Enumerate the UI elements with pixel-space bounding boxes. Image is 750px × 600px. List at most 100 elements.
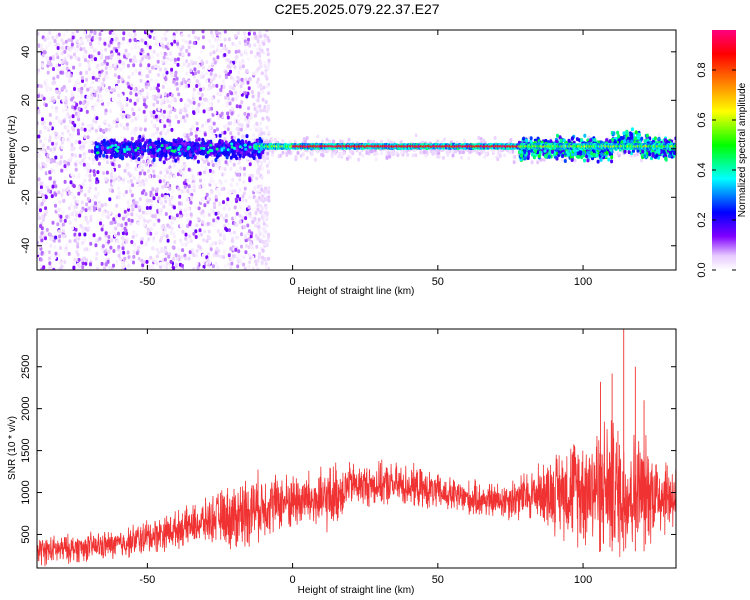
heatmap-cell <box>209 247 213 252</box>
heatmap-cell <box>100 261 104 266</box>
heatmap-cell <box>214 194 218 199</box>
heatmap-cell <box>37 251 40 255</box>
heatmap-cell <box>85 173 89 177</box>
heatmap-cell <box>94 155 98 159</box>
heatmap-cell <box>37 70 40 75</box>
heatmap-cell <box>152 86 156 90</box>
heatmap-cell <box>208 236 212 241</box>
heatmap-cell <box>214 211 218 216</box>
heatmap-cell <box>281 150 285 155</box>
heatmap-cell <box>148 218 152 223</box>
heatmap-cell <box>139 78 143 83</box>
heatmap-cell <box>83 30 86 35</box>
heatmap-cell <box>246 80 250 85</box>
heatmap-cell <box>164 96 168 101</box>
heatmap-cell <box>116 101 119 105</box>
heatmap-cell <box>43 136 47 141</box>
heatmap-cell <box>237 49 241 54</box>
heatmap-cell <box>234 96 238 101</box>
heatmap-cell <box>185 113 189 118</box>
heatmap-cell <box>129 58 133 63</box>
heatmap-cell <box>52 76 56 81</box>
heatmap-cell <box>126 126 129 131</box>
heatmap-cell <box>93 30 97 35</box>
heatmap-cell <box>61 210 65 215</box>
heatmap-cell <box>94 102 97 107</box>
heatmap-cell <box>135 141 139 146</box>
heatmap-cell <box>69 55 73 60</box>
heatmap-cell <box>186 218 190 223</box>
heatmap-cell <box>45 55 49 60</box>
heatmap-cell <box>138 134 142 139</box>
heatmap-cell <box>240 232 243 237</box>
heatmap-cell <box>65 243 68 248</box>
heatmap-cell <box>148 210 152 215</box>
heatmap-cell <box>137 164 141 169</box>
heatmap-cell <box>267 38 271 43</box>
heatmap-cell <box>151 65 154 70</box>
heatmap-cell <box>152 123 156 128</box>
heatmap-cell <box>85 77 89 82</box>
heatmap-cell <box>148 150 152 155</box>
heatmap-cell <box>130 83 134 88</box>
heatmap-cell <box>184 236 188 241</box>
heatmap-cell <box>84 140 88 145</box>
heatmap-cell <box>41 193 44 198</box>
heatmap-cell <box>97 51 101 56</box>
heatmap-cell <box>134 126 138 131</box>
heatmap-cell <box>103 250 107 255</box>
heatmap-cell <box>42 265 46 270</box>
heatmap-cell <box>111 168 115 173</box>
heatmap-cell <box>72 265 76 270</box>
heatmap-cell <box>242 262 246 267</box>
heatmap-cell <box>244 243 248 248</box>
heatmap-cell <box>115 124 119 128</box>
heatmap-cell <box>52 159 56 163</box>
heatmap-cell <box>142 182 146 187</box>
heatmap-cell <box>238 254 242 259</box>
heatmap-cell <box>85 70 89 75</box>
heatmap-cell <box>87 63 91 68</box>
heatmap-cell <box>147 168 151 173</box>
heatmap-cell <box>258 232 262 237</box>
heatmap-cell <box>60 86 64 91</box>
heatmap-cell <box>45 126 49 131</box>
heatmap-cell <box>94 201 97 206</box>
heatmap-cell <box>63 260 67 264</box>
heatmap-cell <box>503 153 507 158</box>
heatmap-cell <box>243 39 247 44</box>
heatmap-cell <box>244 140 248 144</box>
heatmap-cell <box>131 71 135 76</box>
heatmap-cell <box>79 185 83 190</box>
heatmap-cell <box>247 106 251 111</box>
heatmap-cell <box>203 203 207 208</box>
heatmap-cell <box>245 68 249 73</box>
heatmap-cell <box>493 136 497 140</box>
heatmap-cell <box>260 71 264 76</box>
heatmap-cell <box>226 197 230 202</box>
heatmap-cell <box>117 164 121 169</box>
heatmap-cell <box>50 194 54 199</box>
heatmap-cell <box>39 235 43 240</box>
heatmap-cell <box>93 194 97 199</box>
heatmap-cell <box>167 254 171 259</box>
heatmap-cell <box>117 44 121 49</box>
heatmap-cell <box>265 115 269 120</box>
heatmap-cell <box>63 164 67 169</box>
heatmap-cell <box>51 220 55 225</box>
heatmap-cell <box>247 86 251 91</box>
heatmap-cell <box>74 111 78 116</box>
heatmap-cell <box>657 132 661 137</box>
heatmap-cell <box>108 36 112 41</box>
heatmap-cell <box>135 213 139 217</box>
heatmap-cell <box>148 69 152 74</box>
heatmap-cell <box>119 123 123 127</box>
heatmap-cell <box>204 97 208 102</box>
heatmap-cell <box>122 250 126 255</box>
heatmap-cell <box>224 75 228 80</box>
heatmap-cell <box>61 234 65 239</box>
heatmap-cell <box>193 67 197 72</box>
heatmap-cell <box>321 153 325 158</box>
heatmap-cell <box>211 34 215 39</box>
heatmap-cell <box>70 93 74 97</box>
